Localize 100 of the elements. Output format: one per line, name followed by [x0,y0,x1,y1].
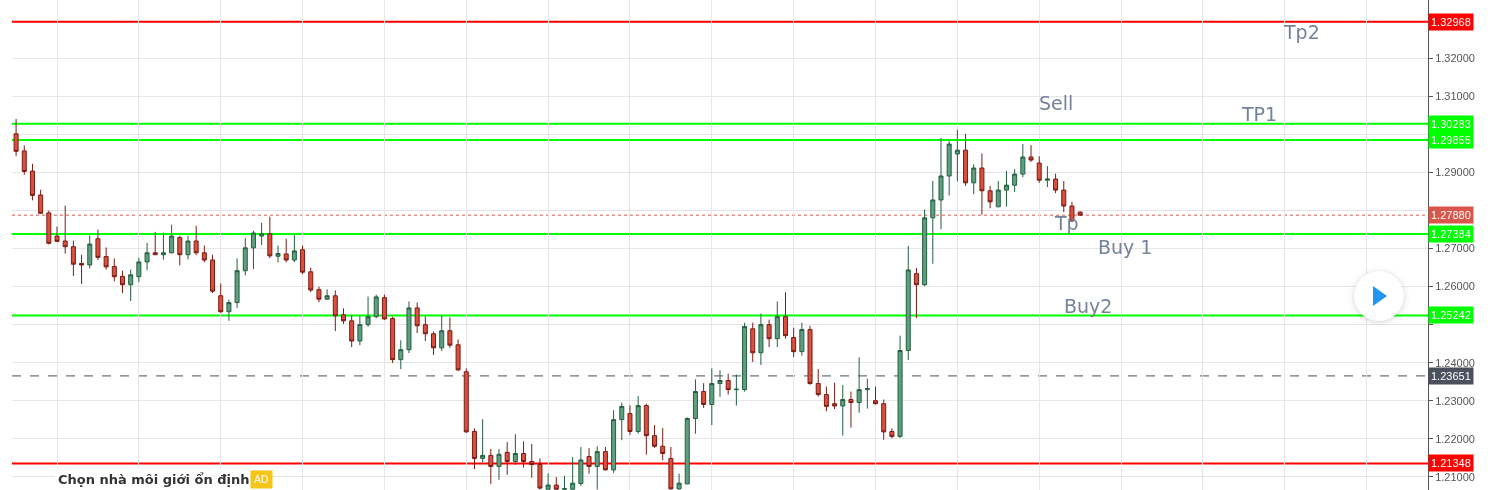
candlestick [521,440,527,469]
annotation: TP1 [1241,103,1278,125]
candlestick [1053,173,1059,194]
candlestick [1003,170,1009,208]
candlestick [709,367,715,426]
candlestick [54,226,60,243]
annotation: AD [254,474,269,485]
candlestick [480,418,486,463]
candlestick [815,368,821,397]
candlestick [578,446,584,487]
candlestick [979,153,985,216]
candlestick [316,286,322,303]
candlestick [79,254,85,285]
candlestick [275,245,281,263]
candlestick [340,307,346,325]
candlestick [414,302,420,334]
candlestick [201,245,207,263]
candlestick [766,319,772,348]
candlestick [905,245,911,361]
candlestick [21,145,27,176]
y-tick-label: 1.32000 [1435,52,1475,65]
candlestick [946,140,952,196]
candlestick [504,441,510,476]
candlestick [1020,143,1026,178]
candlestick [782,291,788,340]
candlestick [938,137,944,230]
annotation: Tp2 [1283,21,1320,43]
ref-line-label: 1.29855 [1431,134,1471,146]
candlestick [774,300,780,348]
candlestick [897,335,903,439]
candlestick [545,472,551,490]
candlestick [185,235,191,260]
candlestick [128,269,134,302]
candlestick [954,129,960,182]
candlestick [963,133,969,187]
candlestick [864,378,870,410]
candlestick [357,315,363,346]
candlestick [856,356,862,414]
candlestick [439,315,445,352]
candlestick [668,446,674,490]
candlestick [144,242,150,271]
candlestick [349,315,355,348]
candlestick [627,404,633,436]
annotation: Sell [1039,92,1074,114]
candlestick [1036,155,1042,184]
candlestick [87,234,93,269]
candlestick [881,399,887,441]
y-tick-label: 1.22000 [1435,432,1475,445]
candlestick [995,180,1001,208]
candlestick [791,327,797,358]
candlestick [471,427,477,470]
candlestick [701,382,707,409]
candlestick [136,257,142,283]
candlestick [832,382,838,410]
candlestick [594,445,600,490]
candlestick [913,267,919,319]
ref-line-label: 1.21348 [1431,457,1471,469]
ref-line-label: 1.25242 [1431,309,1471,321]
candlestick [390,316,396,364]
candlestick [324,288,330,301]
annotation: Chọn nhà môi giới ổn định [58,472,250,487]
candlestick [750,322,756,363]
y-tick-label: 1.21000 [1435,470,1475,483]
candlestick [930,180,936,265]
candlestick [29,163,35,201]
annotation: Tp [1054,212,1079,234]
candlestick [717,369,723,398]
candlestick [267,216,273,259]
candlestick [95,229,101,261]
candlestick [512,433,518,466]
candlestick [537,457,543,490]
candlestick [308,267,314,293]
candlestick [291,234,297,263]
candlestick [259,222,265,246]
candlestick [758,313,764,366]
candlestick [496,448,502,481]
candlestick [250,230,256,270]
candlestick [193,225,199,256]
candlestick [300,245,306,275]
y-tick-label: 1.23000 [1435,394,1475,407]
annotation: Buy2 [1064,295,1113,317]
candlestick [823,386,829,412]
candlestick [799,322,805,357]
candlestick [725,373,731,396]
candlestick [169,224,175,255]
candlestick [1028,144,1034,163]
candlestick [160,232,166,261]
candlestick [873,386,879,405]
candlestick [643,403,649,456]
candlestick [70,240,76,277]
candlestick [431,330,437,356]
candlestick [733,373,739,407]
candlestick [652,424,658,449]
candlestick [889,427,895,439]
candlestick [381,294,387,321]
candlestick [398,339,404,370]
candlestick [611,409,617,474]
candlestick [1012,168,1018,193]
candlestick [529,443,535,479]
ref-line-label: 1.32968 [1431,16,1471,28]
